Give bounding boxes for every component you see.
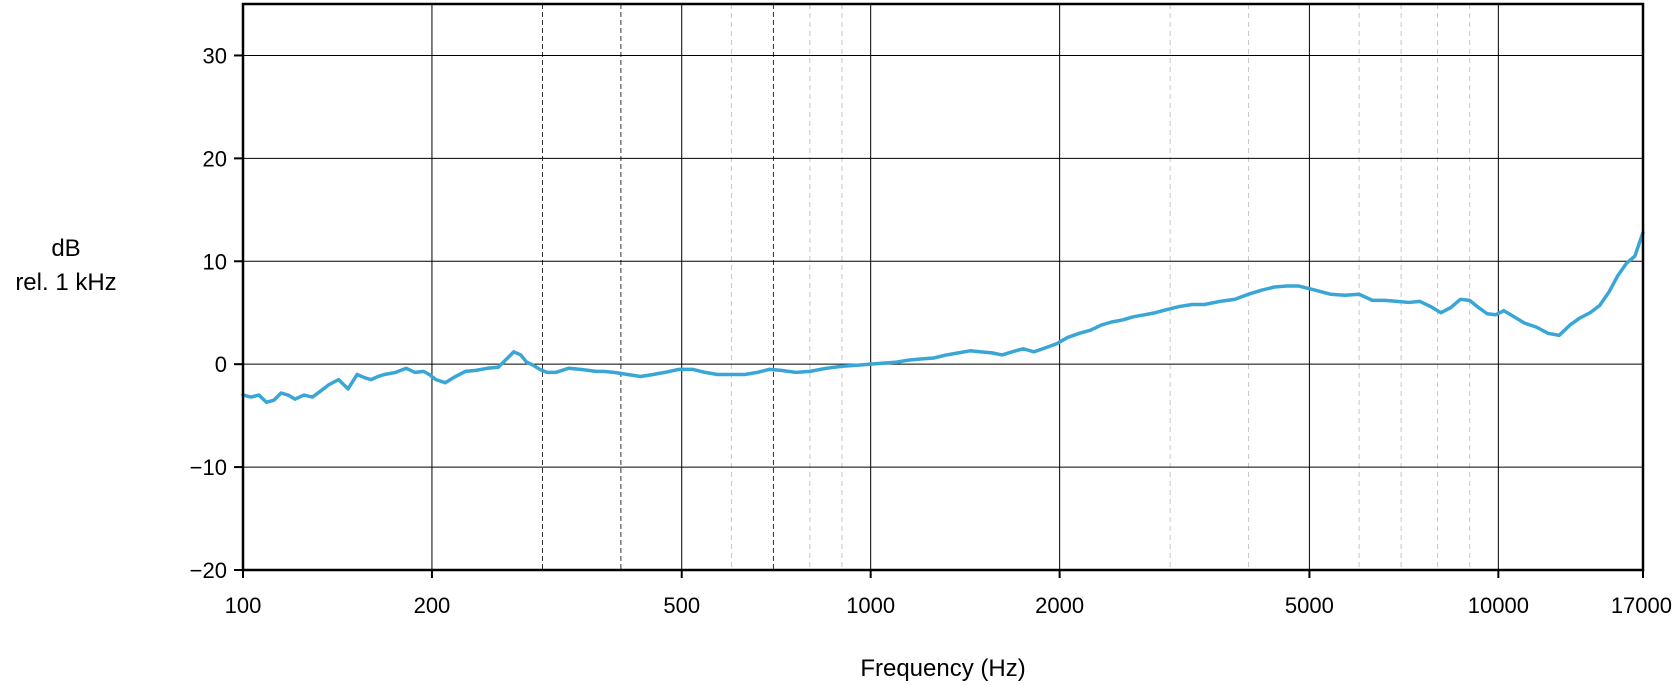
grid-layer — [242, 4, 1644, 571]
x-tick-label-10000: 10000 — [1468, 593, 1529, 618]
tick-layer: 100 200 500 1000 2000 5000 10000 17000 −20 −10 0 10… — [190, 43, 1672, 618]
x-tick-label-17000: 17000 — [1611, 593, 1672, 618]
x-axis-label: Frequency (Hz) — [860, 655, 1025, 682]
y-tick-label-0: 0 — [215, 352, 227, 377]
x-tick-label-5000: 5000 — [1285, 593, 1334, 618]
y-axis-label-line1: dB — [51, 235, 80, 262]
plot-frame — [241, 2, 1645, 572]
x-tick-label-1000: 1000 — [846, 593, 895, 618]
x-tick-label-200: 200 — [414, 593, 451, 618]
x-tick-label-100: 100 — [225, 593, 262, 618]
y-tick-label-10: 10 — [203, 249, 227, 274]
x-tick-label-500: 500 — [663, 593, 700, 618]
y-tick-label--20: −20 — [190, 558, 227, 583]
y-axis-label-line2: rel. 1 kHz — [15, 269, 116, 296]
frequency-response-line — [241, 230, 1645, 405]
y-tick-label-20: 20 — [203, 146, 227, 171]
x-tick-label-2000: 2000 — [1035, 593, 1084, 618]
y-tick-label--10: −10 — [190, 455, 227, 480]
y-tick-label-30: 30 — [203, 43, 227, 68]
